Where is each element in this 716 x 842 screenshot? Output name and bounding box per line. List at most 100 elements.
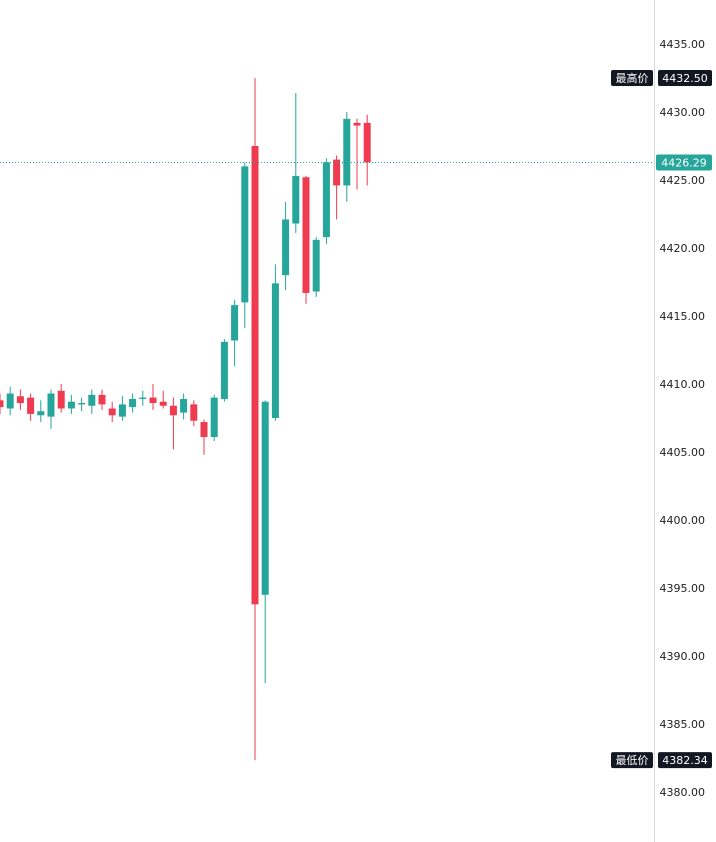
candle xyxy=(231,299,239,367)
candle-body xyxy=(180,398,188,413)
current-price-marker: 4426.29 xyxy=(656,154,712,171)
candle xyxy=(139,390,147,406)
candle xyxy=(302,175,310,304)
candle xyxy=(322,158,330,244)
low-value-background xyxy=(658,752,712,769)
candle-body xyxy=(118,404,126,417)
y-tick-label: 4400.00 xyxy=(660,514,706,527)
candle-body xyxy=(200,422,208,438)
candle-body xyxy=(0,400,4,408)
candle xyxy=(159,390,167,409)
y-tick-label: 4420.00 xyxy=(660,242,706,255)
candle-body xyxy=(47,393,55,417)
candle xyxy=(129,393,137,413)
candle-body xyxy=(27,397,35,414)
high-title: 最高价 xyxy=(616,71,649,85)
y-tick-label: 4395.00 xyxy=(660,582,706,595)
candle xyxy=(169,397,177,450)
candle-body xyxy=(363,122,371,163)
candle-body xyxy=(37,411,45,416)
low-price-marker: 最低价 4382.34 xyxy=(611,752,712,769)
candle-body xyxy=(88,394,96,406)
candle xyxy=(200,419,208,455)
candle-body xyxy=(322,162,330,238)
candle xyxy=(353,118,361,190)
candle-body xyxy=(139,397,147,399)
candle xyxy=(333,155,341,220)
candle xyxy=(180,393,188,420)
candle-body xyxy=(67,401,75,409)
candle xyxy=(37,400,45,423)
candle-body xyxy=(149,397,157,404)
candle xyxy=(261,400,269,684)
candle xyxy=(210,394,218,442)
candle-body xyxy=(169,405,177,416)
candle-body xyxy=(108,408,116,416)
candle xyxy=(78,397,86,412)
candle-body xyxy=(251,146,259,605)
y-tick-label: 4405.00 xyxy=(660,446,706,459)
y-tick-label: 4410.00 xyxy=(660,378,706,391)
high-value-label: 4432.50 xyxy=(662,72,708,85)
y-tick-label: 4390.00 xyxy=(660,650,706,663)
candle xyxy=(118,396,126,421)
candle-body xyxy=(343,118,351,186)
candle-body xyxy=(210,397,218,438)
candle-body xyxy=(333,159,341,186)
candle-body xyxy=(129,398,137,408)
current-price-label: 4426.29 xyxy=(661,156,707,169)
candle xyxy=(271,264,279,421)
candle xyxy=(241,162,249,329)
candle-body xyxy=(98,394,106,405)
candle-body xyxy=(57,390,65,409)
low-title: 最低价 xyxy=(616,754,649,767)
candle-body xyxy=(231,305,239,341)
candle xyxy=(220,339,228,402)
y-tick-label: 4415.00 xyxy=(660,310,706,323)
candles-layer xyxy=(0,78,371,761)
candle-body xyxy=(261,401,269,595)
candle xyxy=(16,389,24,410)
candle xyxy=(108,401,116,423)
candle-body xyxy=(312,239,320,292)
candle xyxy=(6,386,14,416)
candle-body xyxy=(159,401,167,406)
candle xyxy=(88,389,96,414)
candle-body xyxy=(78,403,86,405)
candle-body xyxy=(241,166,249,303)
candle-body xyxy=(220,341,228,399)
y-tick-label: 4435.00 xyxy=(660,38,706,51)
candle xyxy=(0,393,4,414)
candle xyxy=(190,400,198,427)
candle-body xyxy=(353,122,361,126)
low-title-background xyxy=(611,752,653,769)
candle xyxy=(251,78,259,761)
candle xyxy=(98,389,106,410)
candle-body xyxy=(292,175,300,224)
candle xyxy=(27,393,35,421)
candle xyxy=(149,384,157,410)
y-tick-label: 4380.00 xyxy=(660,786,706,799)
candle xyxy=(282,201,290,291)
high-price-marker: 最高价 4432.50 xyxy=(611,70,712,86)
candle-body xyxy=(282,219,290,276)
candle xyxy=(312,237,320,297)
candle xyxy=(47,389,55,429)
candle-body xyxy=(16,396,24,404)
candle-body xyxy=(190,404,198,421)
candle-body xyxy=(302,177,310,293)
high-title-background xyxy=(611,70,653,86)
y-tick-label: 4430.00 xyxy=(660,106,706,119)
high-value-background xyxy=(658,70,712,86)
candle xyxy=(67,394,75,414)
candle xyxy=(292,92,300,234)
candle xyxy=(57,384,65,413)
y-tick-label: 4425.00 xyxy=(660,174,706,187)
price-axis[interactable]: 4435.00 4430.00 4425.00 4420.00 4415.00 4410.… xyxy=(660,38,706,799)
candle xyxy=(343,112,351,202)
low-value-label: 4382.34 xyxy=(662,754,708,767)
candle-body xyxy=(6,393,14,409)
y-tick-label: 4385.00 xyxy=(660,718,706,731)
